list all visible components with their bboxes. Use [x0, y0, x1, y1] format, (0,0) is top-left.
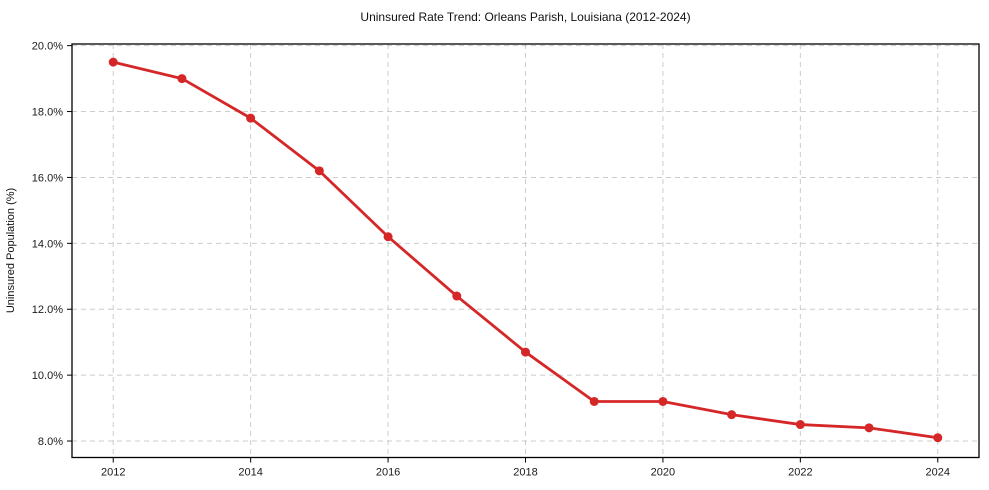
- data-point: [727, 410, 737, 420]
- x-tick-label: 2012: [101, 467, 125, 479]
- x-tick-label: 2022: [788, 467, 812, 479]
- y-tick-label: 12.0%: [32, 304, 63, 316]
- data-point: [658, 396, 668, 406]
- data-series: [108, 57, 943, 443]
- x-tick-label: 2014: [238, 467, 262, 479]
- data-point: [383, 232, 393, 242]
- data-point: [933, 433, 943, 443]
- plot-border: [71, 43, 980, 459]
- x-tick-label: 2018: [513, 467, 537, 479]
- y-tick-label: 16.0%: [32, 172, 63, 184]
- y-tick-label: 18.0%: [32, 107, 63, 119]
- axis-ticks: 8.0% 10.0% 12.0% 14.0% 16.0% 18.0% 20.0% 2012 20…: [32, 41, 950, 479]
- y-tick-label: 14.0%: [32, 238, 63, 250]
- x-tick-label: 2016: [376, 467, 400, 479]
- y-axis-label: Uninsured Population (%): [5, 188, 17, 313]
- data-point: [452, 291, 462, 301]
- data-point: [864, 423, 874, 433]
- data-point: [521, 347, 530, 357]
- x-tick-label: 2024: [926, 467, 950, 479]
- data-point: [108, 57, 118, 67]
- gridlines: [72, 44, 979, 458]
- data-point: [246, 113, 256, 123]
- data-point: [795, 420, 805, 430]
- x-tick-label: 2020: [651, 467, 675, 479]
- data-point: [177, 74, 187, 84]
- data-point: [589, 396, 599, 406]
- chart-title: Uninsured Rate Trend: Orleans Parish, Lo…: [360, 10, 690, 24]
- data-point: [314, 166, 324, 176]
- y-tick-label: 10.0%: [32, 370, 63, 382]
- y-tick-label: 20.0%: [32, 41, 63, 53]
- y-tick-label: 8.0%: [38, 436, 63, 448]
